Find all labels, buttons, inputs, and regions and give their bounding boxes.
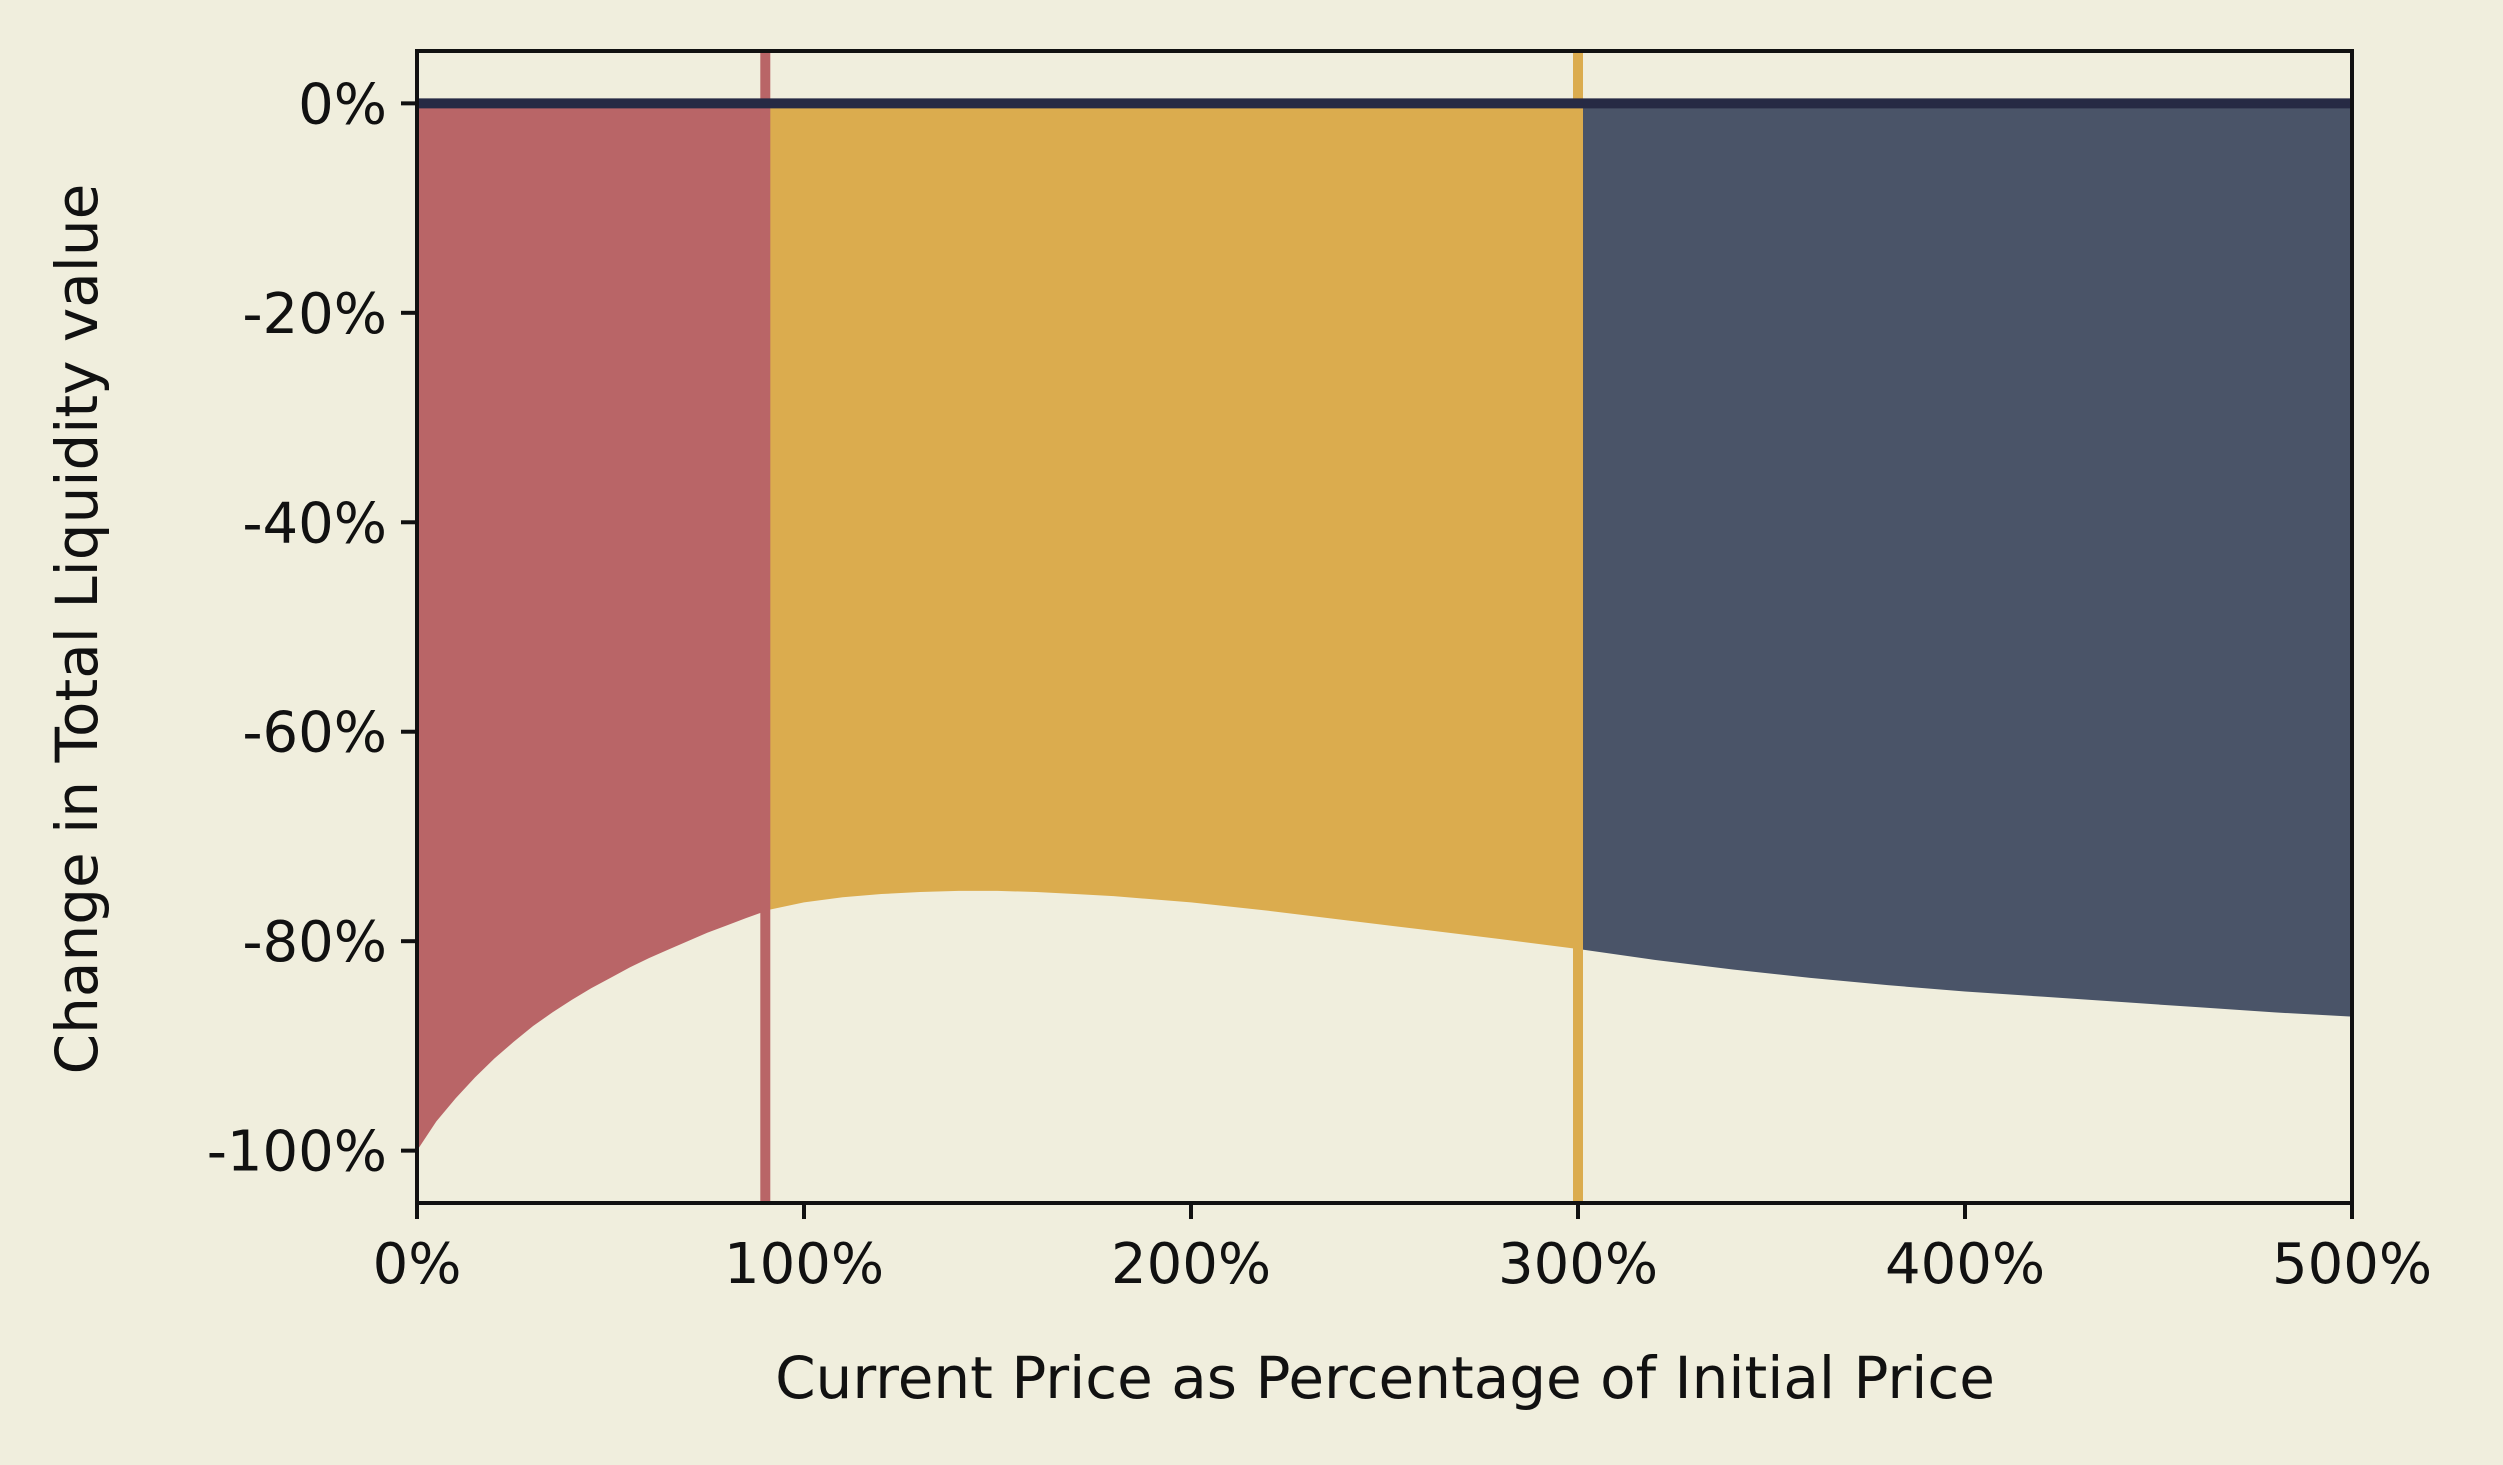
x-tick-label: 200% — [1111, 1232, 1271, 1297]
y-tick-label: -40% — [242, 491, 387, 556]
y-tick-label: -100% — [207, 1120, 387, 1185]
y-tick-label: 0% — [298, 72, 387, 137]
x-tick-label: 300% — [1498, 1232, 1658, 1297]
y-tick-label: -20% — [242, 282, 387, 347]
area-region-1 — [417, 103, 770, 1151]
area-region-3 — [1581, 103, 2352, 1017]
y-axis-ticks: 0% -20% -40% -60% -80% -100% — [207, 72, 417, 1185]
area-region-2 — [769, 103, 1582, 950]
x-tick-label: 100% — [724, 1232, 884, 1297]
x-tick-label: 500% — [2272, 1232, 2432, 1297]
reference-lines — [417, 51, 2352, 1203]
x-tick-label: 400% — [1885, 1232, 2045, 1297]
x-axis-ticks: 0% 100% 200% 300% 400% 500% — [373, 1203, 2432, 1297]
x-tick-label: 0% — [373, 1232, 462, 1297]
y-axis-label: Change in Total Liquidity value — [43, 184, 111, 1075]
x-axis-label: Current Price as Percentage of Initial P… — [775, 1344, 1995, 1412]
y-tick-label: -80% — [242, 910, 387, 975]
y-tick-label: -60% — [242, 701, 387, 766]
plot-frame — [415, 49, 2354, 1205]
area-regions — [417, 103, 2352, 1151]
